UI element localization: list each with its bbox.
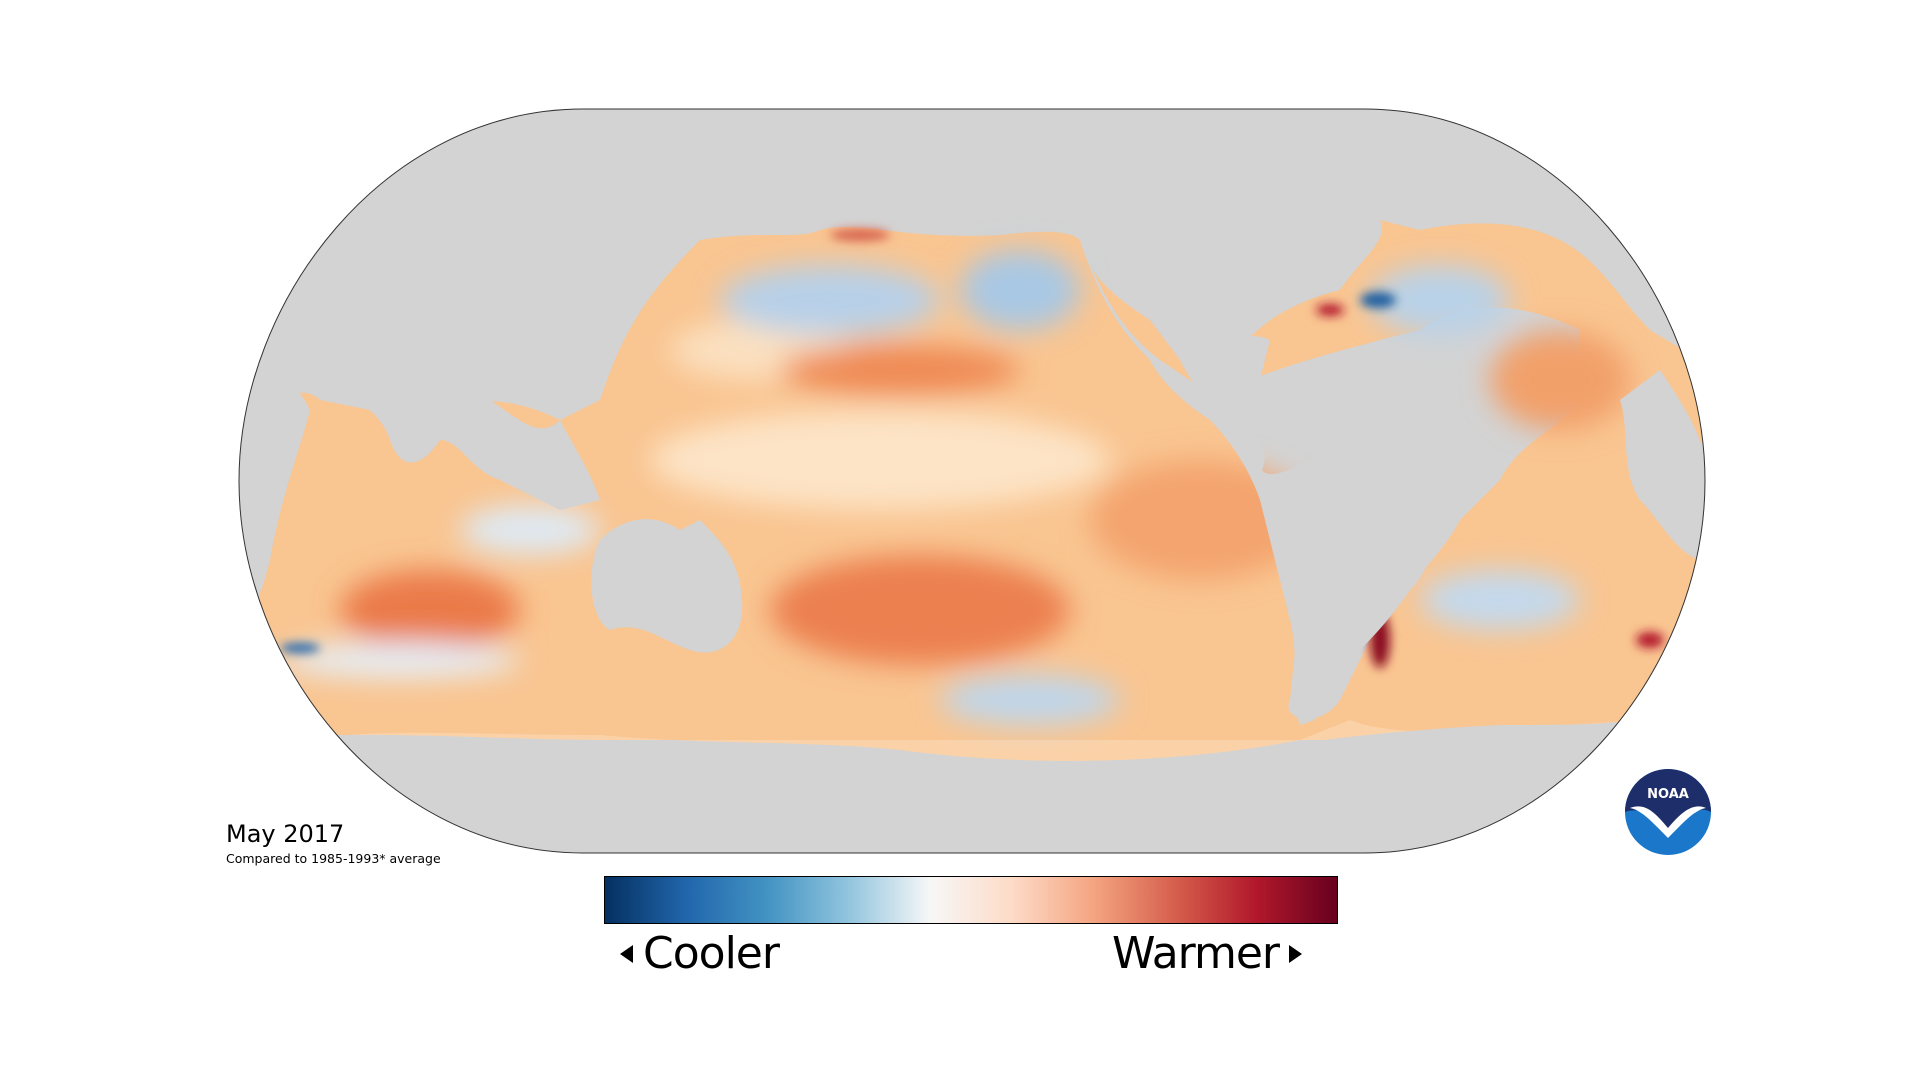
australia bbox=[591, 519, 743, 653]
warmer-text: Warmer bbox=[1112, 928, 1280, 979]
map-outline bbox=[238, 108, 1706, 854]
north-america-east bbox=[1200, 336, 1270, 391]
right-arrow-icon bbox=[1289, 944, 1302, 963]
land-masses bbox=[239, 240, 1705, 853]
cooler-legend-label: Cooler bbox=[620, 928, 780, 979]
africa-east bbox=[1620, 370, 1705, 560]
africa-west bbox=[239, 366, 310, 620]
americas bbox=[1080, 240, 1431, 725]
map-title: May 2017 bbox=[226, 820, 345, 848]
svg-text:NOAA: NOAA bbox=[1647, 787, 1689, 802]
left-arrow-icon bbox=[620, 944, 633, 963]
noaa-logo: NOAA bbox=[1625, 769, 1711, 855]
color-scale-bar bbox=[604, 876, 1338, 924]
antarctica bbox=[239, 700, 1705, 853]
south-asia bbox=[310, 360, 600, 510]
map-subtitle: Compared to 1985-1993* average bbox=[226, 851, 441, 866]
warmer-legend-label: Warmer bbox=[1112, 928, 1302, 979]
cooler-text: Cooler bbox=[643, 928, 780, 979]
